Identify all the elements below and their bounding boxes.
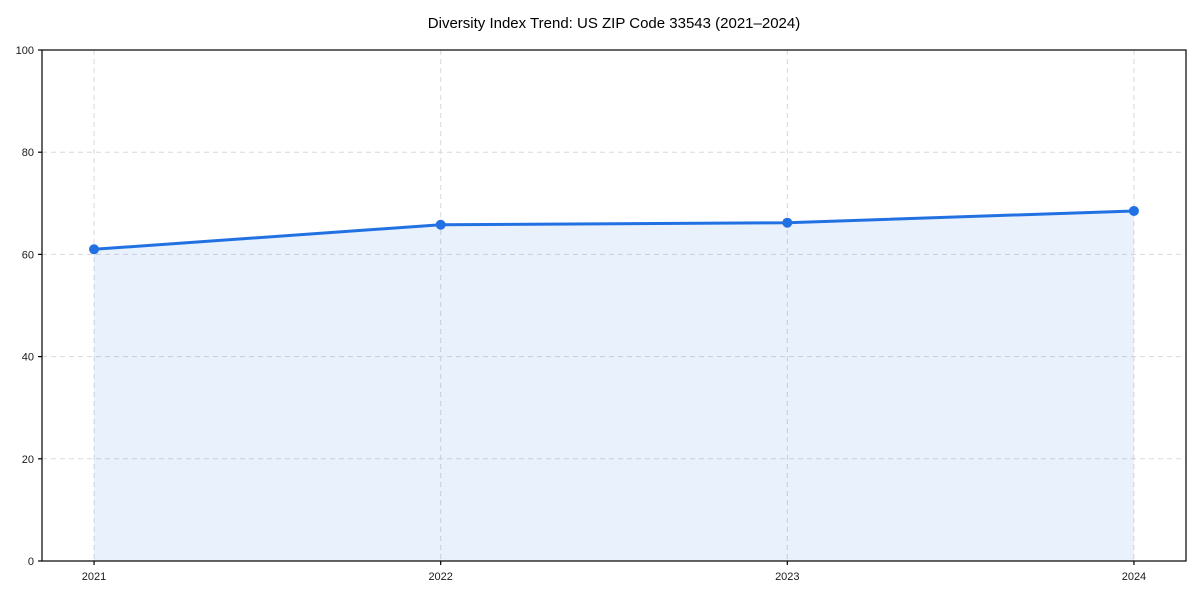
y-tick-label: 80 — [22, 147, 34, 159]
tick-labels: 0 20 40 60 80 100 2021 2022 2023 2024 — [16, 45, 1147, 583]
y-tick-label: 0 — [28, 556, 34, 568]
y-tick-label: 40 — [22, 352, 34, 364]
data-point — [435, 219, 446, 230]
series-line — [92, 209, 1136, 251]
x-tick-label: 2021 — [82, 571, 106, 583]
area-fill — [94, 210, 1134, 561]
x-tick-label: 2024 — [1122, 571, 1146, 583]
chart-title: Diversity Index Trend: US ZIP Code 33543… — [428, 15, 800, 32]
data-point — [1128, 205, 1139, 216]
data-points — [89, 205, 1139, 255]
x-tick-label: 2023 — [775, 571, 799, 583]
trend-line — [92, 209, 1136, 251]
data-point — [89, 244, 100, 255]
axis-ticks — [38, 49, 1135, 565]
y-tick-label: 100 — [16, 45, 34, 57]
data-point — [782, 217, 793, 228]
x-tick-label: 2022 — [428, 571, 452, 583]
y-tick-label: 60 — [22, 249, 34, 261]
axes-box — [41, 49, 1187, 562]
axes-spines — [41, 49, 1187, 562]
y-tick-label: 20 — [22, 454, 34, 466]
series-area — [94, 210, 1134, 561]
